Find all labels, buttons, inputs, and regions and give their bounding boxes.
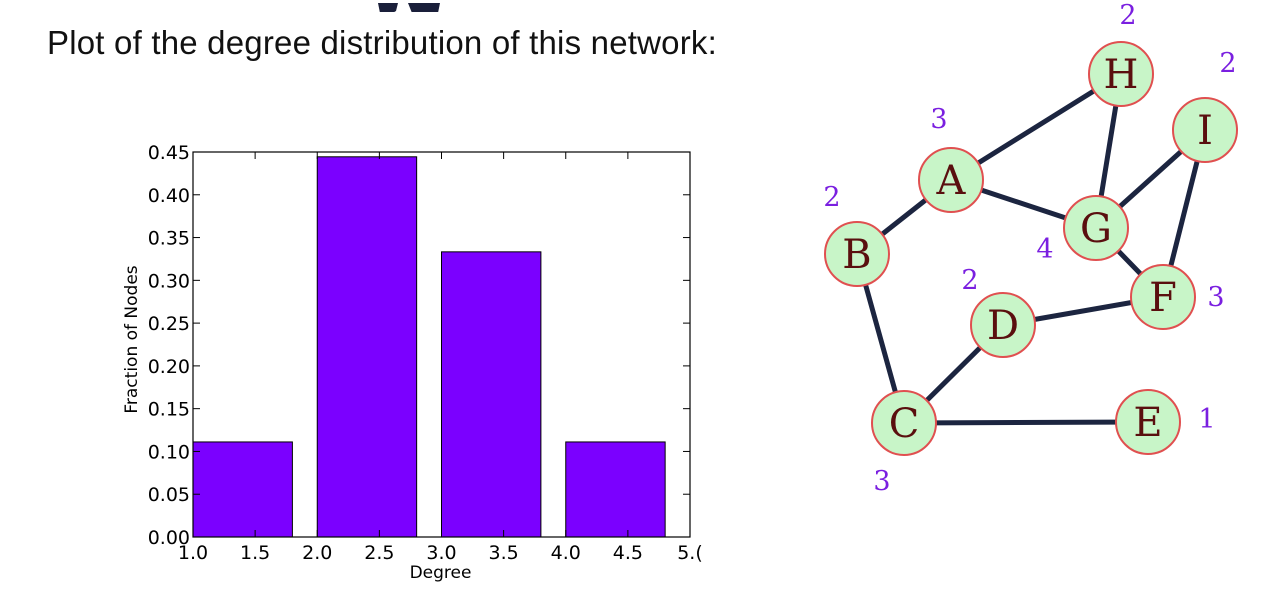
x-tick-label: 2.0 <box>302 542 332 564</box>
y-tick-label: 0.25 <box>148 313 190 335</box>
node-circle <box>1088 41 1154 107</box>
node-H: H2 <box>1088 0 1154 107</box>
degree-label-G: 4 <box>1036 234 1053 265</box>
x-tick-label: 5.( <box>677 542 703 564</box>
node-D: D2 <box>961 265 1036 358</box>
node-I: I2 <box>1172 48 1238 163</box>
node-circle <box>1115 389 1181 455</box>
node-label: C <box>889 401 920 447</box>
bar-0 <box>192 441 293 538</box>
node-circle <box>1172 97 1238 163</box>
node-circle <box>871 390 937 456</box>
bar-3 <box>565 441 666 538</box>
x-tick-label: 4.5 <box>613 542 643 564</box>
node-B: B2 <box>823 182 890 287</box>
y-tick-label: 0.45 <box>148 142 190 164</box>
degree-label-F: 3 <box>1207 282 1224 313</box>
y-tick-label: 0.10 <box>148 441 190 463</box>
y-tick-label: 0.20 <box>148 356 190 378</box>
y-tick-label: 0.00 <box>148 527 190 549</box>
x-tick-label: 1.5 <box>240 542 270 564</box>
y-tick-label: 0.05 <box>148 484 190 506</box>
degree-label-E: 1 <box>1198 404 1215 435</box>
edge-A-H <box>948 71 1124 183</box>
bar-1 <box>316 156 418 538</box>
node-label: A <box>936 158 967 204</box>
x-tick-label: 2.5 <box>364 542 394 564</box>
slide-title-cut-off <box>0 0 1283 12</box>
degree-distribution-chart: 0.00 0.05 0.10 0.15 0.20 0.25 0.30 0.35 0.40 0.45… <box>122 142 703 583</box>
node-circle <box>1130 264 1196 330</box>
y-axis-label: Fraction of Nodes <box>122 265 142 413</box>
node-label: E <box>1133 400 1162 446</box>
edge-C-E <box>901 419 1151 426</box>
slide-intro-text: Plot of the degree distribution of this … <box>47 24 717 61</box>
node-C: C3 <box>871 390 937 497</box>
degree-label-C: 3 <box>873 466 890 497</box>
node-label: D <box>987 303 1019 349</box>
node-label: B <box>842 232 871 278</box>
degree-label-H: 2 <box>1119 0 1136 31</box>
degree-label-A: 3 <box>930 104 947 135</box>
x-tick-label: 3.5 <box>489 542 519 564</box>
network-edges <box>854 71 1208 426</box>
node-label: G <box>1080 206 1112 252</box>
node-label: H <box>1104 52 1139 98</box>
degree-label-I: 2 <box>1219 48 1236 79</box>
x-axis-label: Degree <box>410 563 472 583</box>
node-label: I <box>1197 108 1213 154</box>
node-circle <box>824 221 890 287</box>
y-tick-label: 0.35 <box>148 228 190 250</box>
y-tick-label: 0.15 <box>148 399 190 421</box>
x-tick-label: 3.0 <box>426 542 456 564</box>
degree-label-B: 2 <box>823 182 840 213</box>
node-circle <box>970 292 1036 358</box>
node-circle <box>918 147 984 213</box>
y-tick-label: 0.30 <box>148 270 190 292</box>
node-label: F <box>1149 275 1177 321</box>
node-G: G4 <box>1036 195 1129 265</box>
degree-label-D: 2 <box>961 265 978 296</box>
x-tick-label: 4.0 <box>551 542 581 564</box>
x-tick-label: 1.0 <box>178 542 208 564</box>
node-circle <box>1063 195 1129 261</box>
bar-2 <box>441 251 542 538</box>
node-A: A3 <box>918 104 984 213</box>
y-tick-label: 0.40 <box>148 185 190 207</box>
